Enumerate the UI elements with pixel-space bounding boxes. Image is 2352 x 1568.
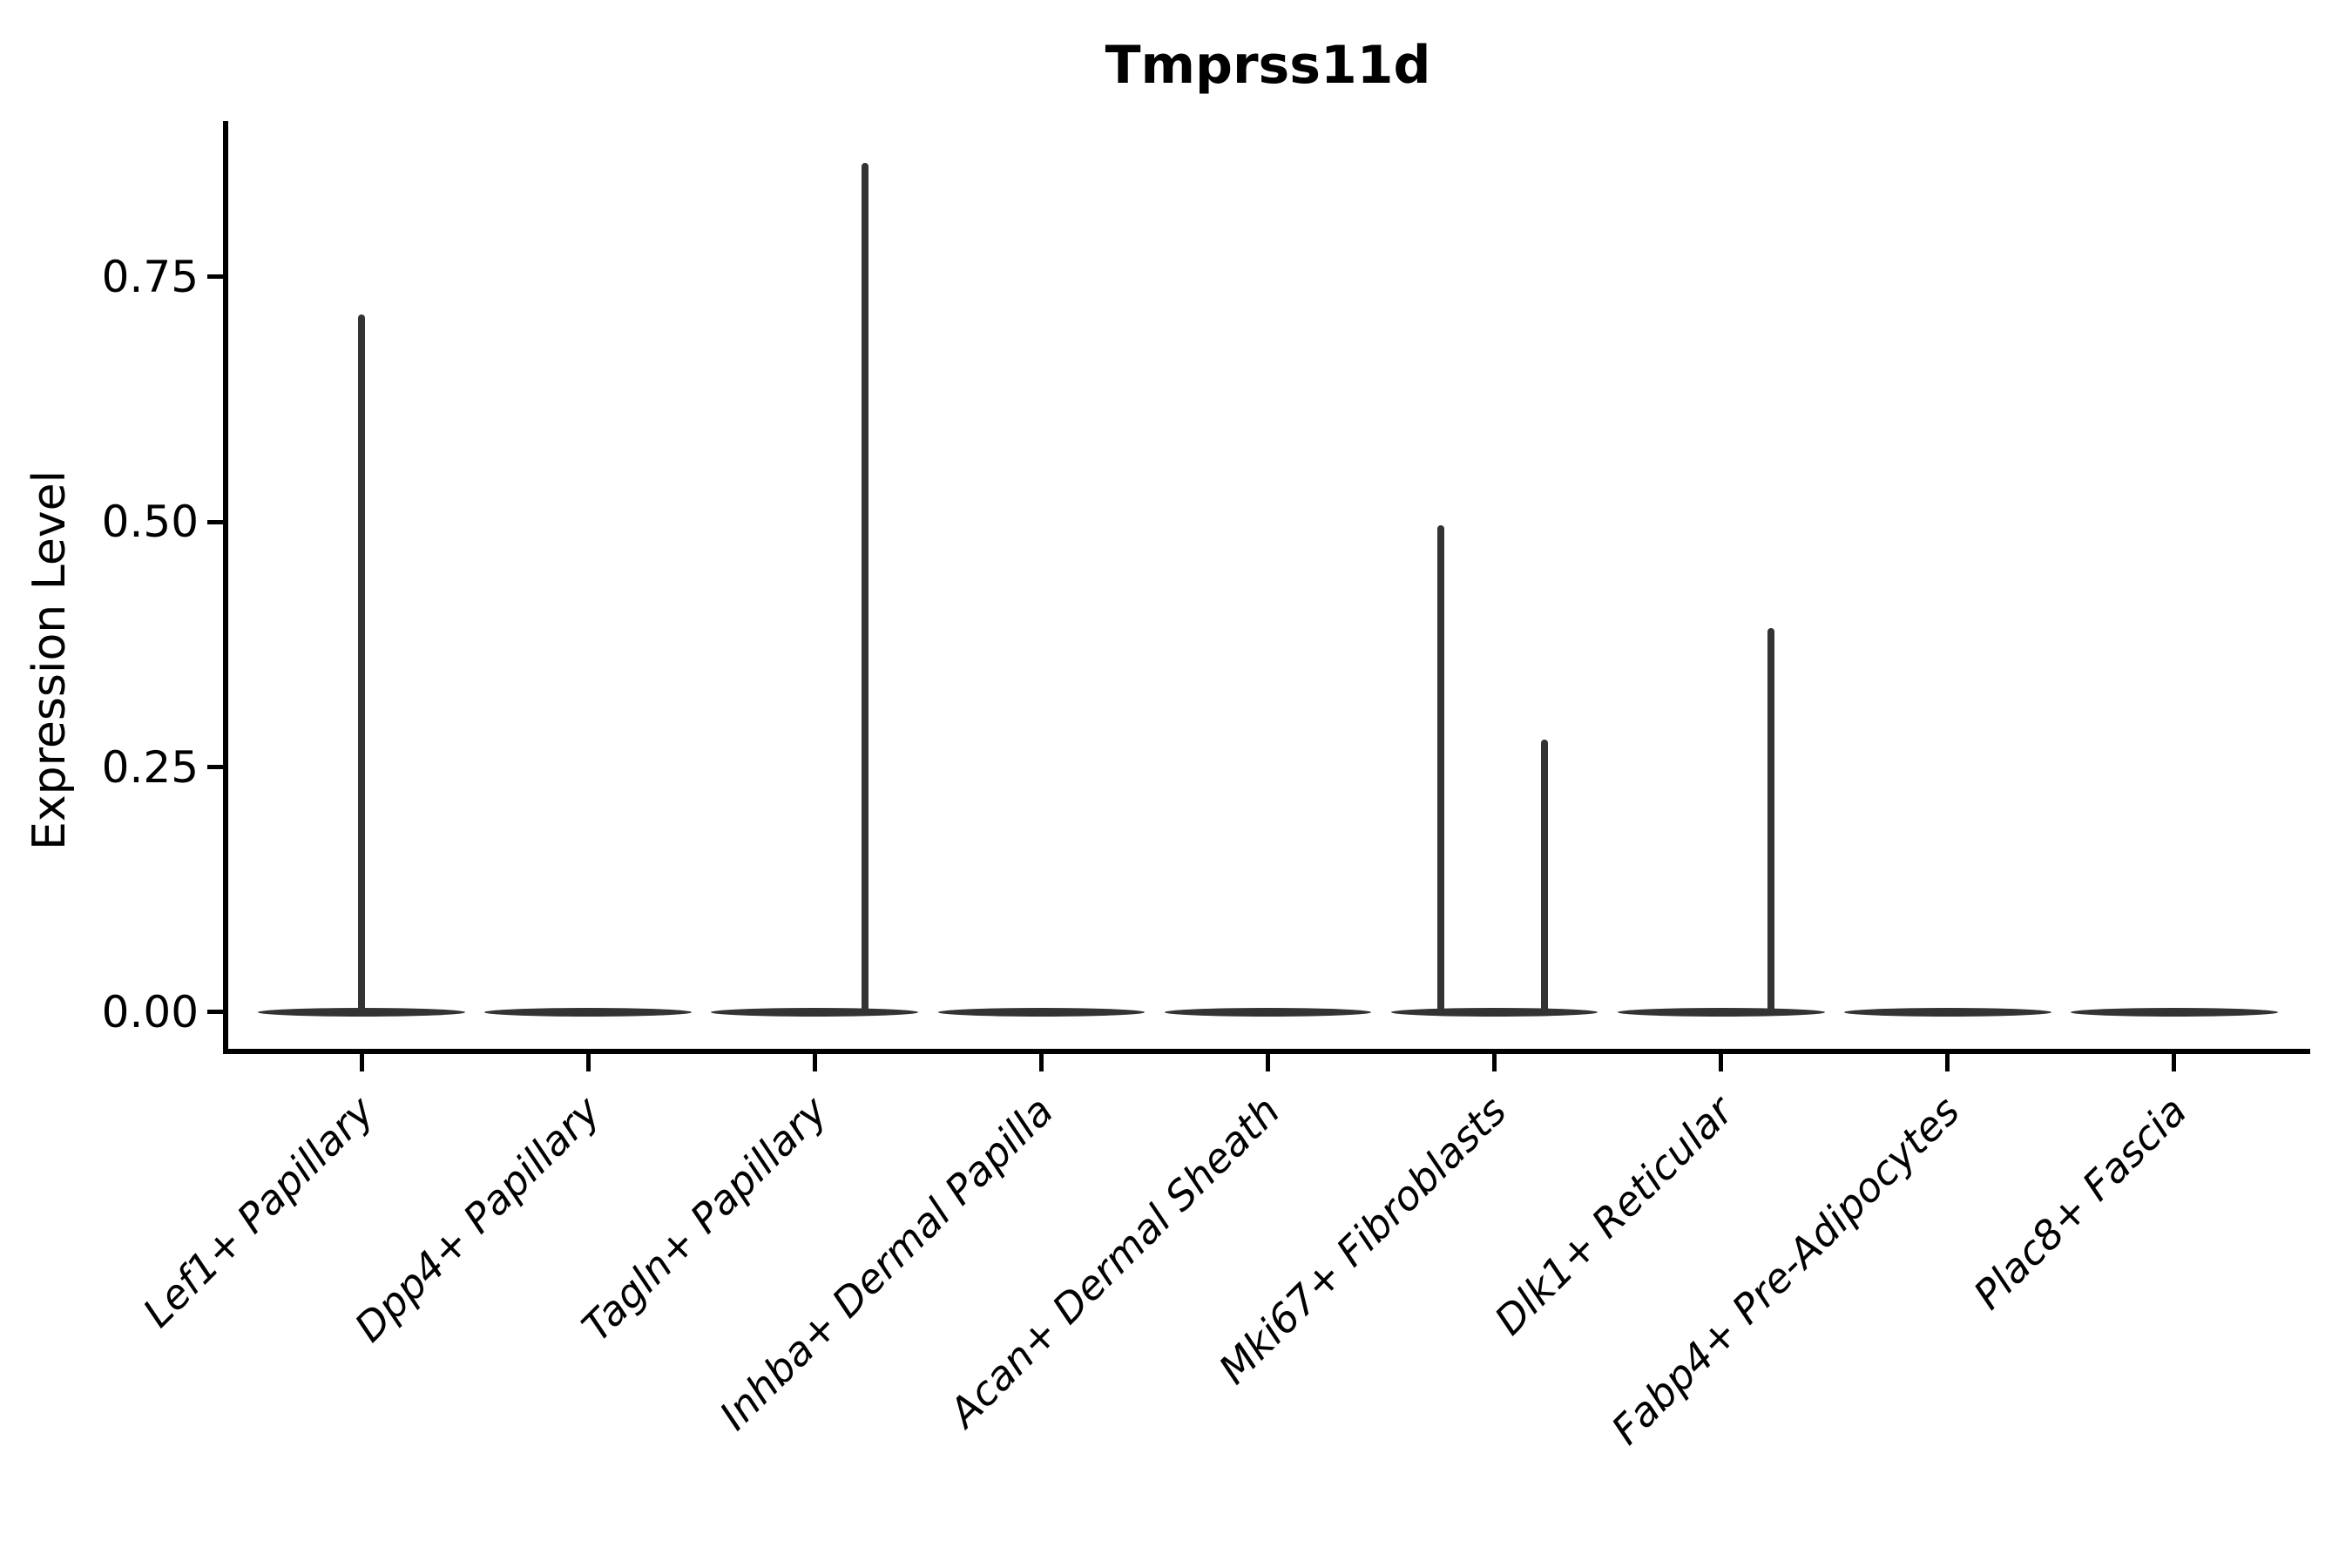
violin-base: [2071, 1007, 2278, 1017]
x-tick: [2172, 1054, 2177, 1071]
violin-base: [1390, 1007, 1598, 1017]
x-tick: [1945, 1054, 1950, 1071]
violin-spike: [1437, 524, 1445, 1014]
x-tick-label: Lef1+ Papillary: [133, 1087, 383, 1336]
y-tick-label: 0.75: [101, 251, 199, 302]
violin-spike: [358, 314, 366, 1014]
x-tick-label: Dpp4+ Papillary: [345, 1087, 610, 1351]
x-tick: [1038, 1054, 1044, 1071]
x-tick: [1266, 1054, 1270, 1071]
x-tick-label: Tagln+ Papillary: [572, 1087, 836, 1351]
violin-spike: [1540, 740, 1548, 1014]
y-tick: [207, 519, 223, 524]
x-tick: [585, 1054, 591, 1071]
x-axis-line: [223, 1049, 2310, 1054]
x-tick: [1719, 1054, 1724, 1071]
violin-base: [1164, 1007, 1372, 1017]
y-tick-label: 0.50: [101, 497, 199, 548]
y-axis-line: [223, 121, 228, 1054]
y-tick: [207, 765, 223, 770]
x-tick: [359, 1054, 364, 1071]
violin-base: [937, 1007, 1146, 1017]
y-tick-label: 0.00: [101, 986, 199, 1037]
x-tick-label: Plac8+ Fascia: [1963, 1087, 2196, 1319]
violin-base: [1843, 1007, 2051, 1017]
violin-spike: [1767, 628, 1774, 1014]
x-tick-label: Dlk1+ Reticular: [1485, 1087, 1742, 1344]
violin-base: [1617, 1007, 1825, 1017]
y-tick: [207, 1010, 223, 1015]
chart-title: Tmprss11d: [1105, 35, 1431, 96]
violin-base: [484, 1007, 693, 1017]
y-tick: [207, 274, 223, 280]
x-tick: [1492, 1054, 1497, 1071]
violin-base: [711, 1007, 919, 1017]
violin-spike: [861, 162, 868, 1014]
y-tick-label: 0.25: [101, 741, 199, 793]
x-tick: [812, 1054, 817, 1071]
